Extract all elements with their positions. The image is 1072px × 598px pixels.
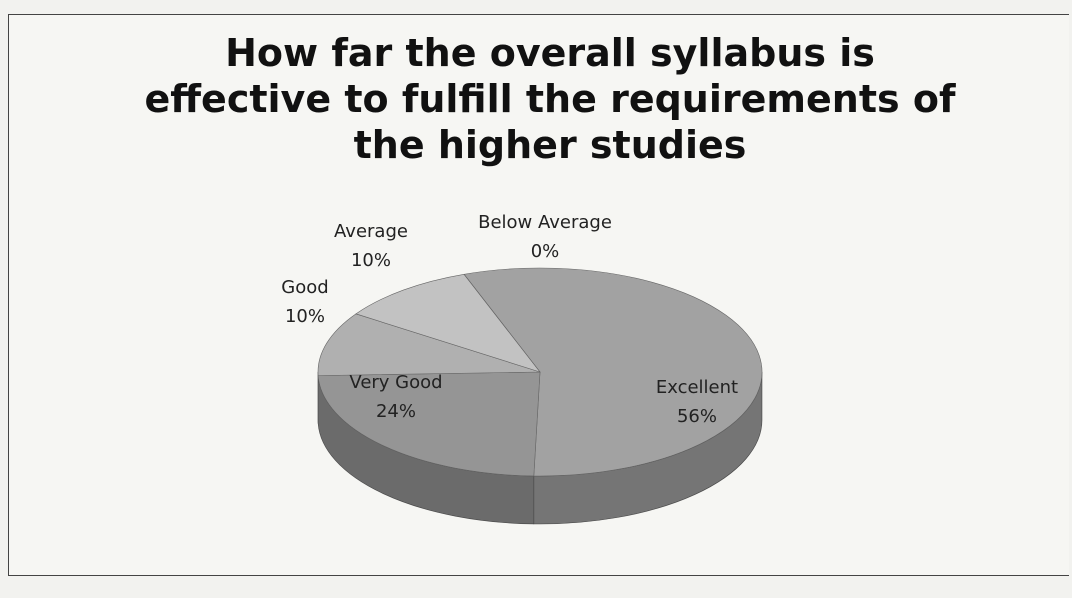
slice-value-label: 10% bbox=[285, 306, 325, 327]
pie-slice bbox=[463, 267, 763, 477]
pie-slice bbox=[463, 274, 541, 373]
slice-label: Very Good bbox=[349, 372, 442, 393]
slice-value-label: 0% bbox=[531, 241, 560, 262]
pie-slice bbox=[355, 273, 541, 373]
slice-label: Good bbox=[281, 277, 328, 298]
pie-slice bbox=[317, 371, 541, 477]
pie-slice-shade bbox=[318, 375, 534, 524]
pie-slice bbox=[317, 313, 541, 376]
slice-label: Excellent bbox=[656, 377, 738, 398]
slice-value-label: 56% bbox=[677, 406, 717, 427]
slice-label: Below Average bbox=[478, 212, 612, 233]
pie-slice-shade bbox=[533, 372, 762, 525]
chart-title: How far the overall syllabus is effectiv… bbox=[144, 31, 956, 167]
slice-value-label: 24% bbox=[376, 401, 416, 422]
slice-value-label: 10% bbox=[351, 250, 391, 271]
slice-label: Average bbox=[334, 221, 408, 242]
